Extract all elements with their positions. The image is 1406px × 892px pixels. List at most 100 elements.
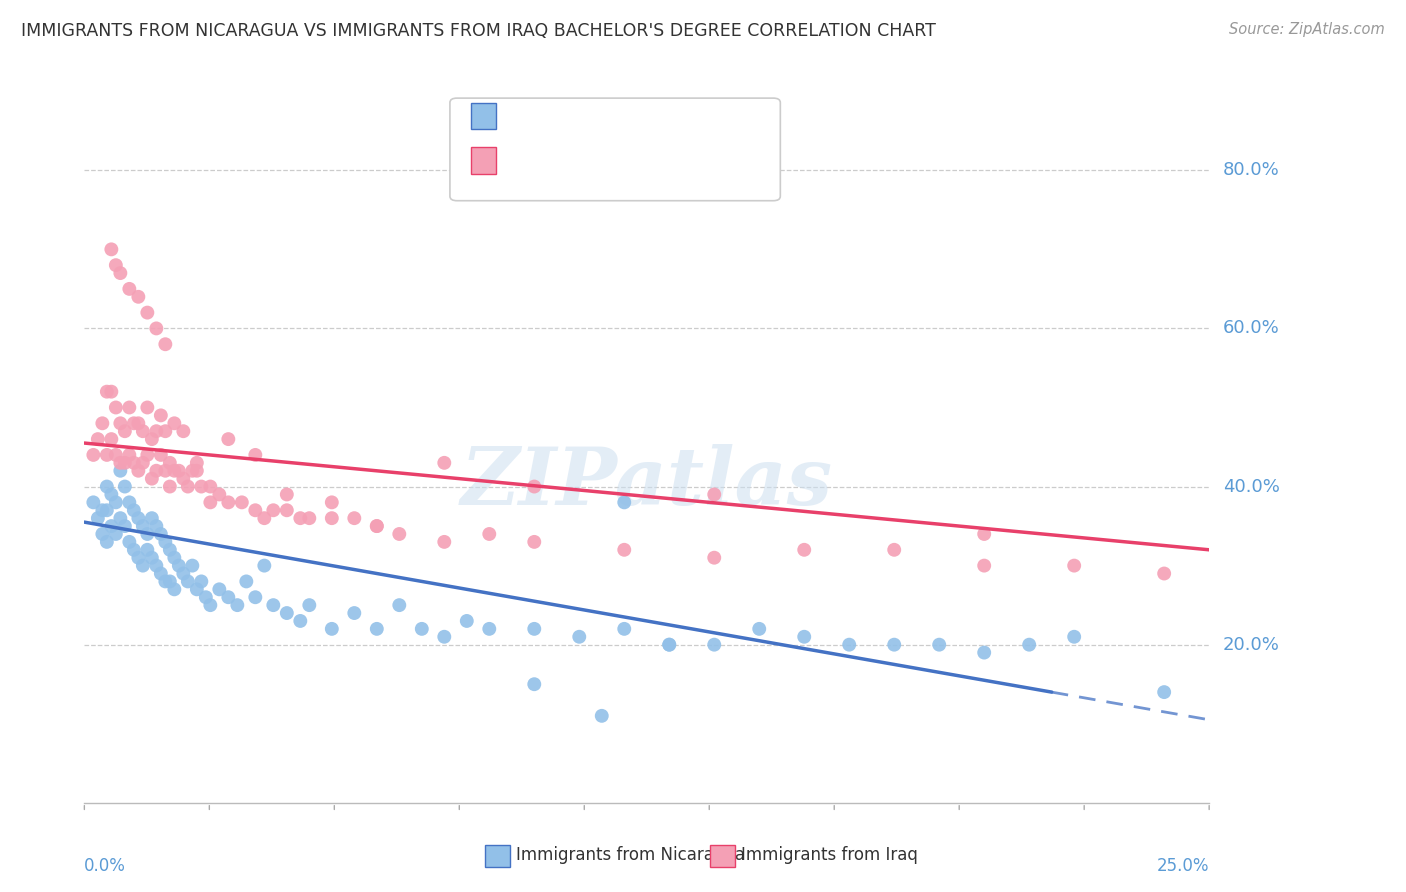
Point — [190, 574, 212, 589]
Point — [433, 534, 456, 549]
Point — [343, 606, 366, 620]
Point — [132, 424, 155, 438]
Point — [159, 574, 181, 589]
Point — [100, 487, 122, 501]
Point — [253, 558, 276, 573]
Point — [973, 558, 995, 573]
Text: 81: 81 — [650, 107, 672, 125]
Point — [118, 282, 141, 296]
Point — [100, 384, 122, 399]
Point — [163, 550, 186, 565]
Point — [973, 646, 995, 660]
Point — [127, 290, 149, 304]
Point — [883, 638, 905, 652]
Point — [226, 598, 249, 612]
Text: N =: N = — [616, 152, 652, 169]
Point — [155, 337, 177, 351]
Point — [253, 511, 276, 525]
Point — [122, 503, 145, 517]
Text: ZIPatlas: ZIPatlas — [461, 444, 832, 522]
Text: Immigrants from Nicaragua: Immigrants from Nicaragua — [516, 847, 745, 864]
Point — [366, 519, 388, 533]
Point — [122, 456, 145, 470]
Point — [217, 591, 239, 605]
Point — [114, 519, 136, 533]
Point — [343, 511, 366, 525]
Text: IMMIGRANTS FROM NICARAGUA VS IMMIGRANTS FROM IRAQ BACHELOR'S DEGREE CORRELATION : IMMIGRANTS FROM NICARAGUA VS IMMIGRANTS … — [21, 22, 936, 40]
Point — [91, 527, 114, 541]
Point — [1153, 685, 1175, 699]
Point — [321, 511, 343, 525]
Point — [127, 464, 149, 478]
Point — [388, 598, 411, 612]
Point — [96, 503, 118, 517]
Point — [613, 542, 636, 557]
Point — [136, 401, 159, 415]
Point — [132, 558, 155, 573]
Point — [167, 464, 190, 478]
Point — [141, 511, 163, 525]
Text: N =: N = — [616, 107, 652, 125]
Point — [523, 677, 546, 691]
Point — [200, 479, 222, 493]
Point — [973, 527, 995, 541]
Text: -0.196: -0.196 — [547, 152, 606, 169]
Point — [208, 582, 231, 597]
Point — [928, 638, 950, 652]
Point — [231, 495, 253, 509]
Point — [194, 591, 217, 605]
Point — [523, 622, 546, 636]
Point — [136, 527, 159, 541]
Point — [118, 495, 141, 509]
Point — [87, 511, 110, 525]
Point — [159, 456, 181, 470]
Point — [145, 558, 167, 573]
Point — [245, 503, 267, 517]
Point — [104, 495, 127, 509]
Text: 20.0%: 20.0% — [1223, 636, 1279, 654]
Point — [100, 243, 122, 257]
Point — [96, 448, 118, 462]
Point — [155, 464, 177, 478]
Point — [149, 566, 172, 581]
Point — [186, 582, 208, 597]
Point — [141, 472, 163, 486]
Point — [122, 542, 145, 557]
Point — [127, 550, 149, 565]
Point — [91, 417, 114, 431]
Point — [104, 258, 127, 272]
Point — [478, 622, 501, 636]
Point — [104, 527, 127, 541]
Text: Source: ZipAtlas.com: Source: ZipAtlas.com — [1229, 22, 1385, 37]
Point — [145, 424, 167, 438]
Point — [167, 558, 190, 573]
Point — [290, 614, 312, 628]
Point — [104, 448, 127, 462]
Text: 85: 85 — [650, 152, 672, 169]
Point — [132, 456, 155, 470]
Point — [321, 622, 343, 636]
Point — [245, 448, 267, 462]
Point — [658, 638, 681, 652]
Text: 25.0%: 25.0% — [1157, 856, 1209, 874]
Text: -0.379: -0.379 — [547, 107, 606, 125]
Point — [613, 495, 636, 509]
Text: 80.0%: 80.0% — [1223, 161, 1279, 179]
Point — [298, 511, 321, 525]
Point — [181, 558, 204, 573]
Point — [366, 622, 388, 636]
Point — [276, 487, 298, 501]
Point — [87, 432, 110, 446]
Point — [262, 598, 284, 612]
Point — [613, 622, 636, 636]
Point — [568, 630, 591, 644]
Point — [208, 487, 231, 501]
Point — [456, 614, 478, 628]
Point — [523, 534, 546, 549]
Point — [172, 566, 194, 581]
Point — [127, 511, 149, 525]
Point — [186, 464, 208, 478]
Point — [703, 638, 725, 652]
Point — [235, 574, 257, 589]
Point — [114, 456, 136, 470]
